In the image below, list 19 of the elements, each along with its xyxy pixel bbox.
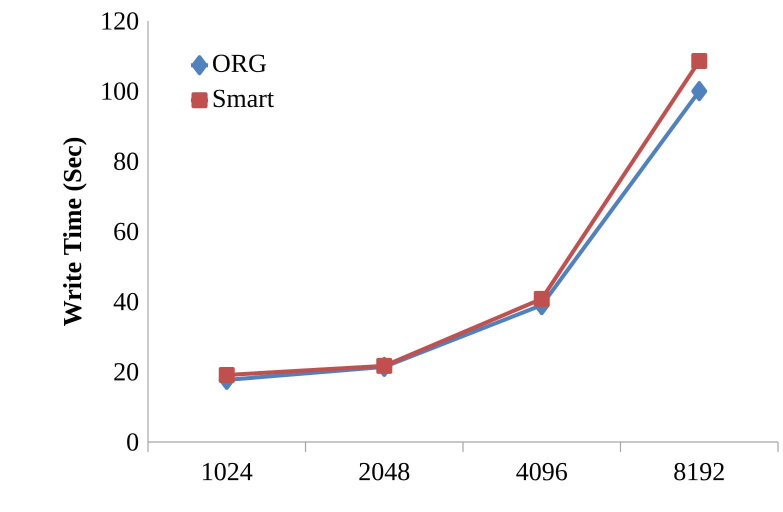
point xyxy=(376,358,392,374)
point xyxy=(691,52,708,69)
point xyxy=(218,366,235,383)
x-tick-label: 4096 xyxy=(516,462,567,480)
y-tick-label: 100 xyxy=(102,82,138,100)
y-tick-label: 20 xyxy=(114,363,138,381)
legend-label: Smart xyxy=(214,90,274,108)
y-axis-title: Write Time (Sec) xyxy=(63,138,87,326)
y-tick-label: 120 xyxy=(102,12,138,30)
x-tick-label: 8192 xyxy=(674,462,724,480)
y-tick-label: 40 xyxy=(114,292,138,310)
point xyxy=(534,290,550,307)
y-tick-label: 0 xyxy=(127,433,138,451)
x-tick-label: 1024 xyxy=(203,462,252,480)
y-tick-label: 80 xyxy=(114,152,138,170)
x-tick-label: 2048 xyxy=(359,462,410,480)
point xyxy=(691,81,708,102)
legend-label: ORG xyxy=(213,54,266,72)
y-tick-label: 60 xyxy=(114,222,138,240)
